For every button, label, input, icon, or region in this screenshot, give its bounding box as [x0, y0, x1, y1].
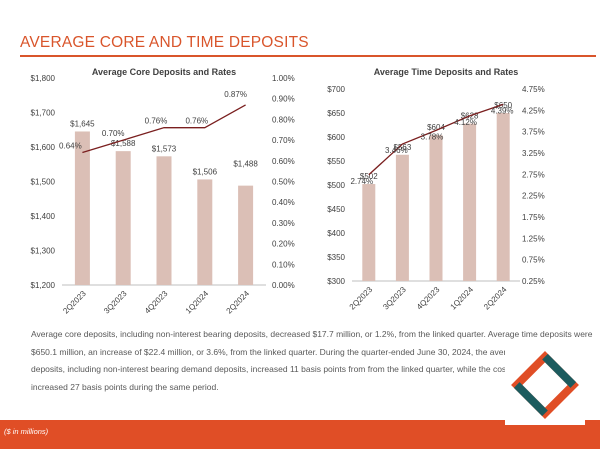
time-y-tick-label: $350: [327, 253, 345, 262]
core-bar-value-label: $1,506: [193, 167, 218, 176]
core-rate-value-label: 0.76%: [185, 117, 208, 126]
core-bar: [197, 179, 213, 285]
core-chart-title: Average Core Deposits and Rates: [92, 67, 236, 77]
time-y2-tick-label: 4.75%: [522, 85, 545, 94]
core-y-tick-label: $1,400: [31, 212, 56, 221]
commentary-paragraph: Average core deposits, including non-int…: [31, 329, 593, 392]
core-y-tick-label: $1,300: [31, 247, 56, 256]
time-y2-tick-label: 0.25%: [522, 277, 545, 286]
core-bar: [238, 185, 254, 285]
time-rate-value-label: 3.46%: [385, 146, 408, 155]
time-bar: [395, 154, 409, 281]
core-y-tick-label: $1,700: [31, 109, 56, 118]
charts-canvas: Average Core Deposits and Rates $1,200 $1,…: [31, 67, 545, 316]
core-y-tick-label: $1,600: [31, 143, 56, 152]
time-x-tick-label: 4Q2023: [415, 285, 442, 312]
core-x-tick-label: 2Q2024: [225, 289, 252, 316]
core-y2-tick-label: 0.90%: [272, 95, 295, 104]
time-bar: [496, 113, 510, 281]
time-y-tick-label: $700: [327, 85, 345, 94]
time-x-tick-label: 2Q2024: [482, 285, 509, 312]
core-y2-tick-label: 0.80%: [272, 115, 295, 124]
core-x-tick-label: 3Q2023: [102, 289, 129, 316]
core-bar: [115, 151, 131, 285]
time-y2-tick-label: 3.75%: [522, 128, 545, 137]
time-y2-tick-label: 4.25%: [522, 106, 545, 115]
core-bar-value-label: $1,588: [111, 139, 136, 148]
core-y2-tick-label: 0.10%: [272, 260, 295, 269]
time-rate-value-label: 2.74%: [350, 177, 373, 186]
time-bar-value-label: $604: [427, 123, 445, 132]
core-y2-tick-label: 0.30%: [272, 219, 295, 228]
core-bar-value-label: $1,573: [152, 144, 177, 153]
core-y2-tick-label: 0.40%: [272, 198, 295, 207]
time-y2-tick-label: 0.75%: [522, 256, 545, 265]
company-logo: [505, 345, 585, 425]
core-rate-value-label: 0.64%: [59, 142, 82, 151]
core-y-tick-label: $1,200: [31, 281, 56, 290]
core-x-tick-label: 4Q2023: [143, 289, 170, 316]
time-bar: [362, 184, 376, 281]
time-y-tick-label: $450: [327, 205, 345, 214]
time-y2-tick-label: 1.75%: [522, 213, 545, 222]
time-rate-value-label: 3.78%: [421, 132, 444, 141]
footer-bar: [0, 420, 600, 449]
core-rate-value-label: 0.76%: [145, 117, 168, 126]
core-bar: [156, 156, 172, 285]
core-bar: [74, 131, 90, 285]
core-x-tick-label: 1Q2024: [184, 289, 211, 316]
time-bar: [463, 123, 477, 281]
time-bar-value-label: $502: [360, 172, 378, 181]
page-title: AVERAGE CORE AND TIME DEPOSITS: [20, 34, 309, 51]
time-y-tick-label: $300: [327, 277, 345, 286]
time-bar-value-label: $563: [394, 143, 412, 152]
commentary-text: Average core deposits, including non-int…: [31, 326, 597, 396]
time-y2-tick-label: 2.25%: [522, 192, 545, 201]
time-y2-tick-label: 1.25%: [522, 234, 545, 243]
core-bar-value-label: $1,645: [70, 119, 95, 128]
time-y-tick-label: $400: [327, 229, 345, 238]
time-bar: [429, 135, 443, 281]
time-x-tick-label: 1Q2024: [449, 285, 476, 312]
title-divider: [20, 55, 596, 57]
time-y-tick-label: $600: [327, 133, 345, 142]
core-bar-value-label: $1,488: [233, 160, 258, 169]
core-rate-value-label: 0.70%: [102, 129, 125, 138]
time-rate-value-label: 4.39%: [491, 106, 514, 115]
core-y2-tick-label: 0.70%: [272, 136, 295, 145]
core-y2-tick-label: 0.20%: [272, 240, 295, 249]
time-bar-value-label: $650: [494, 101, 512, 110]
core-y-tick-label: $1,800: [31, 74, 56, 83]
core-y2-tick-label: 0.60%: [272, 157, 295, 166]
logo-teal-diamond: [511, 351, 579, 419]
time-y-tick-label: $550: [327, 157, 345, 166]
time-rate-line: [368, 103, 504, 176]
time-chart-title: Average Time Deposits and Rates: [374, 67, 519, 77]
core-rate-value-label: 0.87%: [224, 90, 247, 99]
time-y-tick-label: $500: [327, 181, 345, 190]
time-rate-value-label: 4.12%: [454, 118, 477, 127]
core-x-tick-label: 2Q2023: [61, 289, 88, 316]
time-y2-tick-label: 2.75%: [522, 170, 545, 179]
core-y2-tick-label: 1.00%: [272, 74, 295, 83]
core-y-tick-label: $1,500: [31, 178, 56, 187]
core-rate-line: [82, 104, 246, 154]
time-x-tick-label: 2Q2023: [348, 285, 375, 312]
core-y2-tick-label: 0.50%: [272, 178, 295, 187]
units-footnote: ($ in millions): [4, 427, 49, 436]
time-x-tick-label: 3Q2023: [381, 285, 408, 312]
time-y-tick-label: $650: [327, 109, 345, 118]
time-y2-tick-label: 3.25%: [522, 149, 545, 158]
core-y2-tick-label: 0.00%: [272, 281, 295, 290]
